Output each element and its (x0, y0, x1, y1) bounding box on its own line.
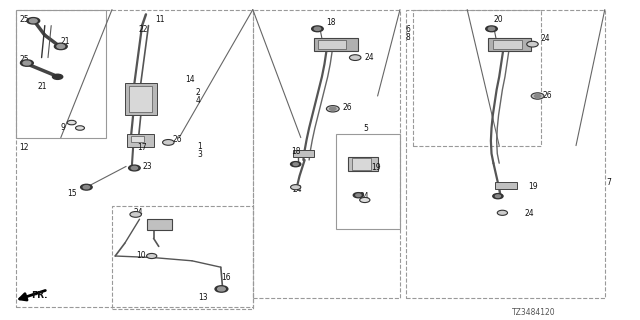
Circle shape (29, 19, 37, 23)
Text: 21: 21 (61, 37, 70, 46)
Circle shape (52, 74, 63, 79)
Text: 26: 26 (342, 103, 352, 112)
Circle shape (83, 186, 90, 189)
Polygon shape (352, 158, 371, 170)
Text: 24: 24 (525, 209, 534, 218)
Circle shape (20, 60, 33, 66)
Text: FR.: FR. (31, 292, 47, 300)
Text: 18: 18 (291, 148, 301, 156)
Circle shape (130, 212, 141, 217)
Circle shape (81, 184, 92, 190)
Text: 26: 26 (173, 135, 182, 144)
Polygon shape (129, 86, 152, 112)
Circle shape (326, 106, 339, 112)
Text: TZ3484120: TZ3484120 (512, 308, 556, 317)
Circle shape (27, 18, 40, 24)
Circle shape (57, 44, 65, 48)
Polygon shape (488, 38, 531, 51)
Text: 25: 25 (19, 15, 29, 24)
Circle shape (215, 286, 228, 292)
Text: 10: 10 (136, 252, 146, 260)
Text: 7: 7 (607, 178, 612, 187)
Text: 24: 24 (133, 208, 143, 217)
Circle shape (131, 166, 138, 170)
Circle shape (291, 162, 301, 167)
Polygon shape (493, 40, 522, 49)
Text: 11: 11 (156, 15, 165, 24)
Text: 24: 24 (541, 34, 550, 43)
Circle shape (534, 94, 541, 98)
Text: 18: 18 (326, 18, 336, 27)
Polygon shape (318, 40, 346, 49)
Circle shape (218, 287, 225, 291)
Circle shape (360, 197, 370, 203)
Circle shape (291, 185, 301, 190)
Circle shape (312, 26, 323, 32)
Text: 24: 24 (292, 185, 302, 194)
Circle shape (76, 126, 84, 130)
Text: 24: 24 (360, 192, 369, 201)
Circle shape (330, 107, 336, 110)
Circle shape (293, 163, 298, 165)
Text: 20: 20 (493, 15, 503, 24)
Circle shape (493, 194, 503, 199)
Polygon shape (293, 150, 314, 157)
Circle shape (163, 140, 174, 145)
Polygon shape (127, 134, 154, 147)
Text: 19: 19 (371, 164, 381, 172)
Polygon shape (495, 182, 517, 189)
Circle shape (314, 27, 321, 30)
Text: 1: 1 (197, 142, 202, 151)
Text: 26: 26 (542, 92, 552, 100)
Text: 3: 3 (197, 150, 202, 159)
Text: 5: 5 (363, 124, 368, 133)
Text: 14: 14 (186, 76, 195, 84)
Text: 2: 2 (195, 88, 200, 97)
Circle shape (531, 93, 544, 99)
Text: 15: 15 (67, 189, 77, 198)
Text: 23: 23 (142, 162, 152, 171)
Circle shape (356, 194, 361, 196)
Circle shape (495, 195, 500, 197)
Polygon shape (314, 38, 358, 51)
Circle shape (488, 27, 495, 30)
Text: 22: 22 (138, 25, 148, 34)
Text: 16: 16 (221, 273, 230, 282)
Text: 24: 24 (365, 53, 374, 62)
Polygon shape (147, 219, 172, 230)
Circle shape (129, 165, 140, 171)
Circle shape (23, 61, 31, 65)
Text: 13: 13 (198, 293, 208, 302)
Circle shape (497, 210, 508, 215)
Text: 25: 25 (19, 55, 29, 64)
Circle shape (527, 41, 538, 47)
Text: 4: 4 (195, 96, 200, 105)
Circle shape (349, 55, 361, 60)
Text: 17: 17 (137, 143, 147, 152)
Polygon shape (131, 136, 144, 142)
Circle shape (67, 120, 76, 125)
Text: 19: 19 (528, 182, 538, 191)
Text: 21: 21 (37, 82, 47, 91)
Circle shape (353, 193, 364, 198)
Text: 12: 12 (19, 143, 29, 152)
Polygon shape (125, 83, 157, 115)
Text: 8: 8 (405, 33, 410, 42)
Circle shape (486, 26, 497, 32)
Circle shape (54, 43, 67, 50)
Polygon shape (348, 157, 378, 171)
Text: 9: 9 (61, 124, 66, 132)
Circle shape (147, 253, 157, 259)
Text: 6: 6 (405, 25, 410, 34)
